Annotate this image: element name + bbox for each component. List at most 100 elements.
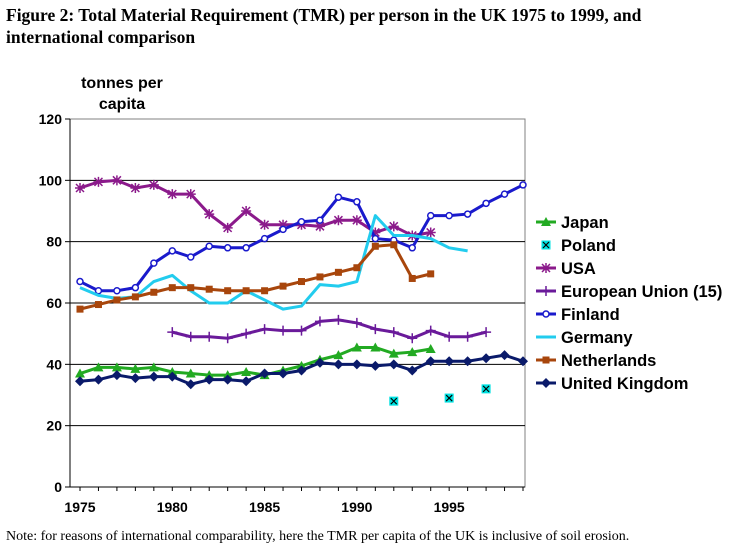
y-tick-label: 0 [54,479,62,495]
data-point-usa [388,221,399,232]
marker-shape [370,360,381,371]
marker-shape [333,350,344,360]
legend-swatch-marker [541,263,551,273]
marker-shape [242,244,250,252]
series-netherlands [76,241,435,313]
marker-shape [427,270,435,278]
legend-swatch-marker [541,240,551,250]
marker-shape [370,227,381,238]
data-point-finland [297,217,306,226]
data-point-netherlands [298,278,305,286]
marker-shape [388,221,399,232]
marker-shape [351,342,362,352]
data-point-japan [222,370,233,380]
data-point-netherlands [76,305,84,313]
marker-shape [259,324,270,335]
series-finland [76,181,527,295]
legend-item-finland: Finland [536,306,620,324]
data-point-netherlands [94,301,102,309]
data-point-japan [111,362,122,372]
marker-shape [278,219,289,230]
data-point-japan [388,348,399,358]
marker-shape [425,227,436,238]
data-point-finland [371,234,380,243]
data-point-netherlands [408,274,416,282]
data-point-european-union-15 [204,331,215,342]
data-point-finland [445,211,453,220]
marker-shape [296,360,307,370]
data-point-usa [75,183,85,193]
marker-shape [390,397,398,405]
legend-swatch-marker [541,217,551,226]
x-tick-label: 1980 [157,499,188,515]
data-point-usa [425,227,436,238]
data-point-finland [94,286,103,295]
data-point-japan [370,342,381,352]
data-point-netherlands [427,270,435,278]
data-point-netherlands [242,287,250,295]
marker-shape [111,175,122,186]
series-united-kingdom [75,350,528,390]
x-tick-label: 1995 [434,499,465,515]
marker-shape [351,215,362,226]
axes: 0 20 40 60 80 100 120 1975 1980 1985 1990 1995 [39,111,525,515]
marker-shape [462,356,473,367]
data-point-usa [204,209,215,220]
marker-shape [314,357,325,368]
data-point-poland [481,384,491,394]
marker-shape [298,278,305,286]
data-point-japan [130,363,141,373]
marker-shape [408,274,416,282]
marker-shape [314,316,325,327]
data-point-european-union-15 [351,317,362,328]
data-point-european-union-15 [425,325,436,336]
data-point-finland [519,181,527,189]
marker-shape [542,356,550,364]
marker-shape [204,374,215,385]
data-point-usa [314,221,325,232]
legend-label: Netherlands [561,352,656,370]
data-point-usa [241,206,252,216]
marker-shape [390,241,398,249]
marker-shape [296,325,307,336]
marker-shape [519,181,527,189]
marker-shape [314,221,325,232]
data-point-netherlands [205,285,213,293]
data-point-united-kingdom [388,359,399,370]
data-point-united-kingdom [241,376,252,387]
marker-shape [185,331,196,342]
x-tick-label: 1990 [341,499,372,515]
series-japan [75,342,436,380]
marker-shape [462,331,473,342]
legend-item-poland: Poland [541,237,616,255]
data-point-usa [370,227,381,238]
data-point-poland [389,396,399,406]
marker-shape [333,359,344,370]
marker-shape [426,211,435,220]
y-tick-label: 100 [39,172,63,188]
marker-shape [148,371,159,382]
marker-shape [445,394,453,402]
marker-shape [93,374,104,385]
legend-swatch-marker [542,356,550,364]
data-point-finland [205,242,213,251]
marker-shape [481,353,492,364]
data-point-european-union-15 [314,316,325,327]
marker-shape [75,183,85,193]
legend-swatch-marker [541,378,551,388]
marker-shape [205,242,213,251]
legend-label: USA [561,260,596,278]
data-point-finland [76,277,84,286]
legend-label: European Union (15) [561,283,722,301]
marker-shape [205,285,213,293]
marker-shape [541,217,551,226]
marker-shape [167,371,178,382]
marker-shape [333,215,344,226]
data-point-european-union-15 [407,333,418,344]
marker-shape [259,368,270,379]
marker-shape [204,331,215,342]
data-point-japan [425,344,436,353]
data-point-united-kingdom [111,370,122,381]
data-point-european-union-15 [296,325,307,336]
marker-shape [130,363,141,373]
